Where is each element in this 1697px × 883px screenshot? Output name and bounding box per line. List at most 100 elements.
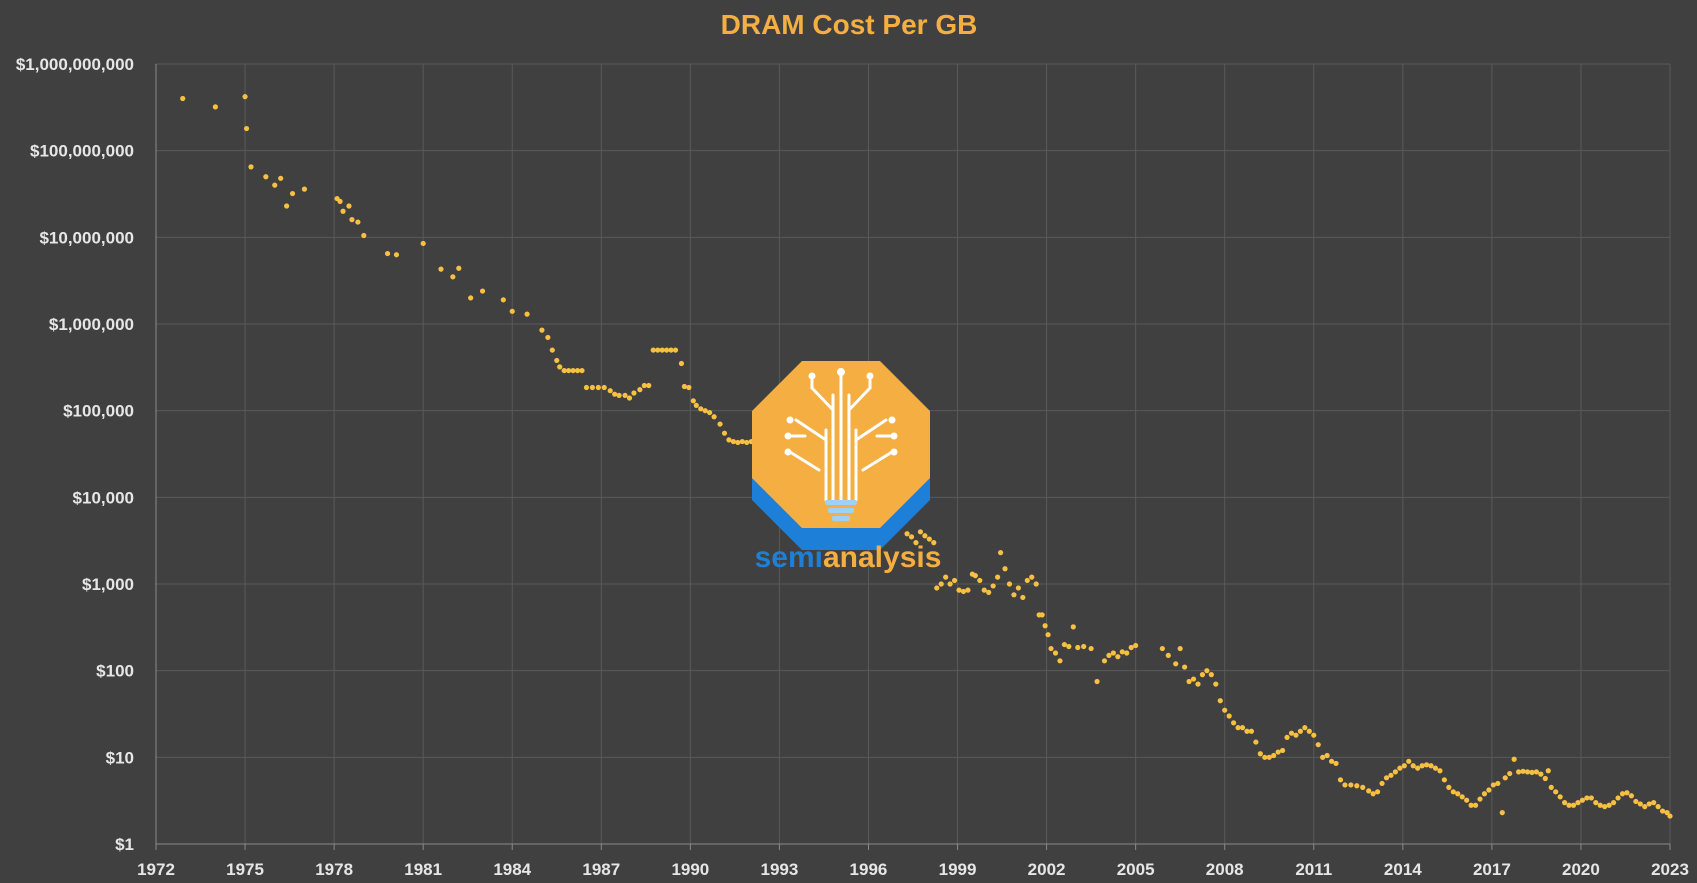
data-point [1002,566,1008,572]
data-point [1293,732,1299,738]
data-point [212,104,218,110]
data-point [1545,768,1551,774]
data-point [561,367,567,374]
data-point [1266,754,1272,760]
x-tick-label: 2002 [1028,860,1066,879]
data-point [1441,777,1447,783]
data-point [711,414,717,420]
y-tick-label: $10 [106,748,134,767]
data-point [1033,581,1039,587]
data-point [549,347,555,353]
data-point [1472,802,1479,808]
data-point [616,392,622,399]
data-point [956,587,962,593]
data-point [574,367,581,374]
data-point [1115,654,1121,660]
data-point [1306,728,1312,734]
data-point [1208,672,1214,678]
data-point [1584,795,1590,801]
y-tick-label: $1 [115,835,134,854]
data-point [1106,652,1112,659]
data-point [1328,758,1335,764]
data-point [951,577,958,584]
data-point [1667,813,1673,819]
data-point [1235,725,1241,731]
data-point [1039,612,1045,618]
y-tick-label: $1,000,000,000 [16,55,134,74]
data-point [1495,780,1501,787]
data-point [1401,763,1407,769]
data-point [1204,668,1210,674]
semianalysis-logo: semianalysis [752,361,941,574]
data-point [1182,664,1188,670]
data-point [1110,650,1116,656]
data-point [997,550,1004,556]
data-point [1342,782,1348,788]
x-tick-label: 2017 [1473,860,1511,879]
data-point [1186,678,1192,685]
data-point [739,438,745,445]
data-point [922,533,928,539]
data-point [1275,749,1281,755]
data-point [1195,681,1201,687]
data-point [1015,585,1021,591]
data-point [1029,574,1035,580]
data-point [1231,720,1237,726]
data-point [1428,763,1434,769]
x-tick-label: 1978 [315,860,353,879]
data-point [960,588,967,595]
data-point [479,288,486,294]
data-point [707,409,713,416]
data-point [1538,771,1544,777]
data-point [1190,676,1197,682]
data-point [1374,789,1381,795]
data-point [702,408,708,414]
data-point [1628,793,1635,799]
data-point [735,439,741,446]
data-point [248,164,254,170]
data-point [1455,791,1461,797]
data-point [1244,728,1250,734]
data-point [1548,784,1554,790]
data-point [180,95,186,102]
data-point [1088,645,1094,652]
data-point [938,581,944,587]
data-point [557,364,563,370]
x-tick-label: 1975 [226,860,264,879]
data-point [698,406,704,412]
data-point [589,384,595,391]
data-point [664,347,670,353]
data-point [977,577,983,584]
data-point [278,175,284,181]
data-point [626,395,633,401]
data-point [1464,797,1470,803]
data-point [1481,791,1488,797]
data-point [1419,763,1425,769]
y-tick-label: $10,000 [73,488,134,507]
data-point [1262,754,1268,760]
data-point [1124,650,1130,656]
data-point [672,347,679,353]
data-point [1533,769,1540,775]
data-point [1213,681,1219,687]
data-point [337,198,343,204]
lightbulb-tree-icon [752,361,930,550]
data-point [668,347,674,353]
data-point [545,334,551,341]
data-point [1020,594,1026,601]
data-point [509,308,515,314]
data-point [1217,698,1223,704]
data-point [612,391,618,397]
x-tick-label: 2008 [1206,860,1244,879]
chart-title: DRAM Cost Per GB [721,9,978,40]
data-point [1297,728,1304,734]
data-point [539,327,545,333]
data-point [650,347,656,353]
data-point [1557,794,1563,800]
data-point [1379,780,1385,787]
data-point [438,266,444,272]
data-point [1101,658,1108,664]
x-tick-label: 1972 [137,860,175,879]
data-point [1133,642,1139,649]
data-point [570,367,576,374]
